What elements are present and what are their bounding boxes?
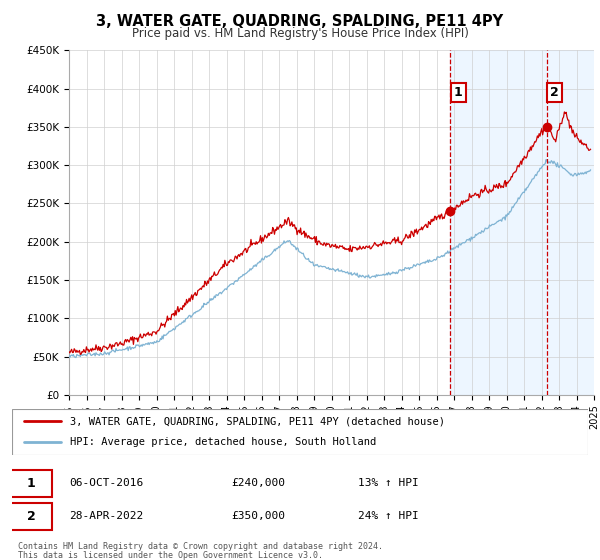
Text: £240,000: £240,000 bbox=[231, 478, 285, 488]
Text: 3, WATER GATE, QUADRING, SPALDING, PE11 4PY (detached house): 3, WATER GATE, QUADRING, SPALDING, PE11 … bbox=[70, 416, 445, 426]
FancyBboxPatch shape bbox=[12, 409, 588, 455]
FancyBboxPatch shape bbox=[9, 502, 52, 530]
Bar bbox=[450, 50, 600, 395]
Text: 28-APR-2022: 28-APR-2022 bbox=[70, 511, 144, 521]
FancyBboxPatch shape bbox=[9, 469, 52, 497]
Text: 24% ↑ HPI: 24% ↑ HPI bbox=[358, 511, 418, 521]
Text: Contains HM Land Registry data © Crown copyright and database right 2024.: Contains HM Land Registry data © Crown c… bbox=[18, 542, 383, 551]
Text: HPI: Average price, detached house, South Holland: HPI: Average price, detached house, Sout… bbox=[70, 437, 376, 447]
Text: £350,000: £350,000 bbox=[231, 511, 285, 521]
Text: This data is licensed under the Open Government Licence v3.0.: This data is licensed under the Open Gov… bbox=[18, 551, 323, 560]
Text: 3, WATER GATE, QUADRING, SPALDING, PE11 4PY: 3, WATER GATE, QUADRING, SPALDING, PE11 … bbox=[97, 14, 503, 29]
Text: 13% ↑ HPI: 13% ↑ HPI bbox=[358, 478, 418, 488]
Text: Price paid vs. HM Land Registry's House Price Index (HPI): Price paid vs. HM Land Registry's House … bbox=[131, 27, 469, 40]
Text: 2: 2 bbox=[550, 86, 559, 99]
Text: 1: 1 bbox=[454, 86, 463, 99]
Text: 1: 1 bbox=[26, 477, 35, 490]
Text: 06-OCT-2016: 06-OCT-2016 bbox=[70, 478, 144, 488]
Text: 2: 2 bbox=[26, 510, 35, 523]
